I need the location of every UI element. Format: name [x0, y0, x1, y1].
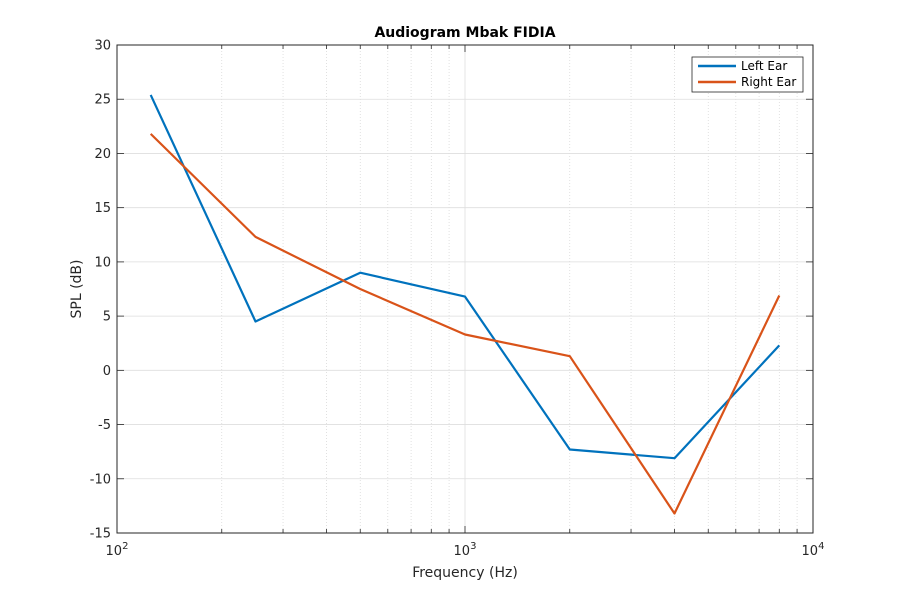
- y-tick-label: -5: [98, 418, 111, 433]
- y-tick-label: 5: [103, 310, 111, 325]
- series-line-right-ear: [149, 133, 781, 515]
- x-tick-exponent: 2: [122, 541, 128, 552]
- y-tick-labels: -15 -10 -5 0 5 10 15 20 25 30: [90, 39, 111, 542]
- y-tick-label: 20: [94, 147, 111, 162]
- legend-box: [691, 56, 804, 93]
- y-axis-label: SPL (dB): [69, 260, 85, 319]
- x-axis-label: Frequency (Hz): [412, 565, 518, 581]
- x-tick-exponent: 4: [818, 541, 824, 552]
- y-tick-label: 25: [94, 93, 111, 108]
- legend-label-left-ear: Left Ear: [741, 59, 787, 73]
- x-tick-exponent: 3: [470, 541, 476, 552]
- y-tick-label: -10: [90, 472, 111, 487]
- x-tick-labels: 102 103 104: [106, 541, 825, 559]
- x-tick-base: 10: [454, 544, 471, 559]
- series-line-left-ear: [149, 94, 781, 460]
- ticks-layer: [116, 44, 814, 534]
- y-tick-label: 10: [94, 255, 111, 270]
- x-tick-label: 104: [802, 541, 825, 559]
- y-tick-label: 15: [94, 201, 111, 216]
- y-tick-label: -15: [90, 527, 111, 542]
- y-tick-label: 0: [103, 364, 111, 379]
- x-tick-base: 10: [106, 544, 123, 559]
- x-tick-label: 102: [106, 541, 129, 559]
- chart-title: Audiogram Mbak FIDIA: [374, 25, 555, 41]
- legend: Left Ear Right Ear: [691, 56, 804, 93]
- minor-grid: [221, 45, 798, 533]
- x-tick-base: 10: [802, 544, 819, 559]
- y-tick-label: 30: [94, 39, 111, 54]
- legend-label-right-ear: Right Ear: [741, 75, 796, 89]
- x-tick-label: 103: [454, 541, 477, 559]
- series-layer: [149, 94, 781, 515]
